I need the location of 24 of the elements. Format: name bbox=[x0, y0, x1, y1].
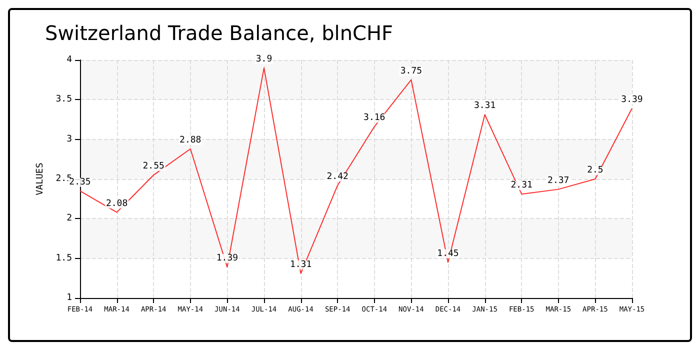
data-label: 2.55 bbox=[142, 162, 164, 172]
data-label: 1.39 bbox=[216, 254, 238, 264]
data-label: 3.31 bbox=[474, 101, 496, 112]
data-label: 3.39 bbox=[621, 94, 643, 105]
y-tick-label: 1 bbox=[66, 293, 72, 303]
chart-title: Switzerland Trade Balance, blnCHF bbox=[45, 21, 394, 45]
y-tick-label: 3.5 bbox=[56, 94, 72, 105]
y-tick-label: 2 bbox=[66, 214, 72, 224]
data-label: 2.42 bbox=[326, 172, 348, 182]
data-label: 3.75 bbox=[400, 66, 422, 76]
data-label: 3.9 bbox=[256, 54, 272, 64]
data-label: 3.16 bbox=[364, 113, 386, 124]
data-label: 2.88 bbox=[180, 135, 202, 146]
data-label: 2.31 bbox=[510, 180, 532, 191]
y-axis-title: VALUES bbox=[35, 162, 46, 196]
data-label: 2.5 bbox=[587, 166, 604, 176]
y-tick-label: 1.5 bbox=[56, 253, 72, 264]
data-label: 2.35 bbox=[69, 177, 91, 188]
data-label: 1.31 bbox=[290, 260, 312, 270]
data-label: 2.08 bbox=[106, 198, 128, 209]
data-label: 1.45 bbox=[437, 248, 459, 259]
data-label: 2.37 bbox=[548, 176, 570, 186]
y-tick-label: 3 bbox=[66, 134, 72, 144]
y-tick-label: 4 bbox=[66, 55, 72, 65]
